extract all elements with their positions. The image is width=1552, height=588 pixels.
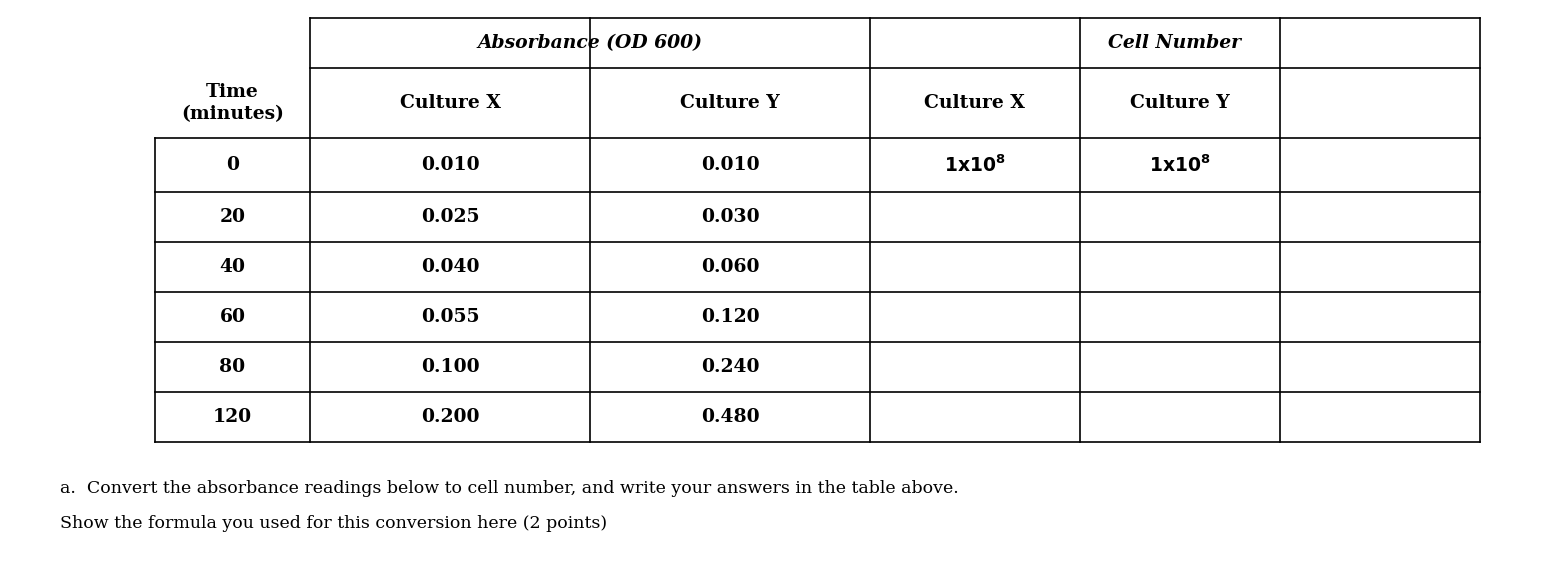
Text: a.  Convert the absorbance readings below to cell number, and write your answers: a. Convert the absorbance readings below… (61, 480, 959, 497)
Text: 40: 40 (219, 258, 245, 276)
Text: 0.200: 0.200 (421, 408, 480, 426)
Text: 120: 120 (213, 408, 251, 426)
Text: Time
(minutes): Time (minutes) (182, 83, 284, 123)
Text: 0.030: 0.030 (700, 208, 759, 226)
Text: $\mathbf{1x10^8}$: $\mathbf{1x10^8}$ (1148, 154, 1211, 176)
Text: 60: 60 (219, 308, 245, 326)
Text: 80: 80 (219, 358, 245, 376)
Text: Culture X: Culture X (399, 94, 500, 112)
Text: Cell Number: Cell Number (1108, 34, 1242, 52)
Text: 0.060: 0.060 (702, 258, 759, 276)
Text: 0.120: 0.120 (700, 308, 759, 326)
Text: Show the formula you used for this conversion here (2 points): Show the formula you used for this conve… (61, 515, 607, 532)
Text: 20: 20 (219, 208, 245, 226)
Text: 0.055: 0.055 (421, 308, 480, 326)
Text: $\mathbf{1x10^8}$: $\mathbf{1x10^8}$ (944, 154, 1006, 176)
Text: 0.480: 0.480 (700, 408, 759, 426)
Text: 0.240: 0.240 (702, 358, 759, 376)
Text: 0.100: 0.100 (421, 358, 480, 376)
Text: 0.010: 0.010 (700, 156, 759, 174)
Text: Culture X: Culture X (925, 94, 1026, 112)
Text: 0: 0 (227, 156, 239, 174)
Text: 0.025: 0.025 (421, 208, 480, 226)
Text: Absorbance (OD 600): Absorbance (OD 600) (478, 34, 703, 52)
Text: Culture Y: Culture Y (1130, 94, 1229, 112)
Text: 0.010: 0.010 (421, 156, 480, 174)
Text: 0.040: 0.040 (421, 258, 480, 276)
Text: Culture Y: Culture Y (680, 94, 779, 112)
